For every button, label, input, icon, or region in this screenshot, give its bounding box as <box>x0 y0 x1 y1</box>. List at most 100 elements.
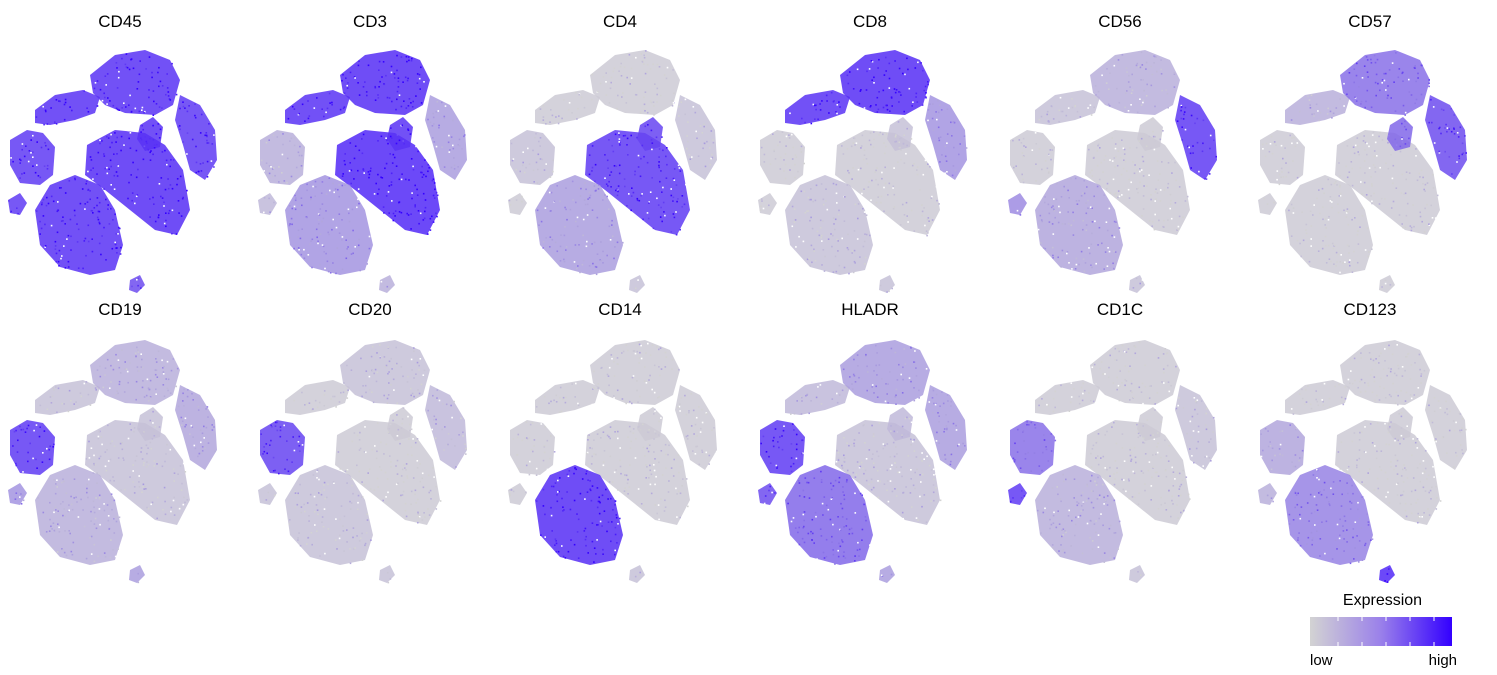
panel-title-cd123: CD123 <box>1343 300 1397 319</box>
cluster-nk-right <box>925 95 968 180</box>
cluster-center-t <box>1335 130 1440 235</box>
cluster-tail <box>879 275 895 293</box>
umap-panel-cd1c <box>1008 340 1217 583</box>
cluster-center-t <box>835 130 940 237</box>
cluster-b-cells <box>1010 420 1057 475</box>
cluster-small-ring <box>387 117 413 151</box>
cluster-center-t <box>85 420 190 525</box>
cluster-top-left-cap <box>1035 90 1100 125</box>
cluster-cd8-island <box>840 50 930 115</box>
cluster-top-left-cap <box>1285 90 1350 125</box>
cluster-cd8-island <box>1090 340 1180 405</box>
cluster-small-ring <box>1387 117 1413 151</box>
panel-title-cd8: CD8 <box>852 12 887 31</box>
panel-title-hladr: HLADR <box>841 300 899 319</box>
cluster-tail <box>629 275 645 293</box>
cluster-b-cells <box>1010 130 1055 185</box>
cluster-lower-left-bits <box>8 193 27 216</box>
cluster-small-ring <box>637 117 663 151</box>
cluster-small-ring <box>1137 407 1163 441</box>
cluster-lower-left-bits <box>508 193 527 215</box>
cluster-lower-left-bits <box>1008 483 1027 505</box>
cluster-center-t <box>335 130 440 235</box>
cluster-lower-left-bits <box>758 483 777 505</box>
cluster-monocytes <box>785 465 873 565</box>
cluster-small-ring <box>1387 407 1413 442</box>
cluster-nk-right <box>925 385 967 470</box>
legend-colorbar <box>1310 617 1452 646</box>
cluster-small-ring <box>1137 117 1164 151</box>
cluster-small-ring <box>887 407 913 441</box>
cluster-top-left-cap <box>285 380 352 415</box>
cluster-center-t <box>85 130 190 235</box>
cluster-center-t <box>835 420 942 525</box>
cluster-nk-right <box>675 385 718 470</box>
cluster-cd8-island <box>1340 340 1430 406</box>
umap-panel-cd45 <box>8 50 217 293</box>
cluster-b-cells <box>260 420 305 475</box>
cluster-b-cells <box>1260 420 1305 475</box>
cluster-b-cells <box>510 130 555 185</box>
cluster-nk-right <box>175 95 217 180</box>
cluster-tail <box>1129 275 1145 293</box>
panel-title-cd4: CD4 <box>602 12 637 31</box>
cluster-center-t <box>1085 130 1190 235</box>
cluster-nk-right <box>425 95 467 180</box>
cluster-top-left-cap <box>1285 380 1350 415</box>
cluster-nk-right <box>1425 95 1467 180</box>
cluster-cd8-island <box>590 50 680 116</box>
cluster-cd8-island <box>90 50 180 116</box>
cluster-top-left-cap <box>785 90 850 125</box>
cluster-cd8-island <box>1340 50 1430 116</box>
cluster-lower-left-bits <box>258 193 277 215</box>
cluster-center-t <box>585 130 690 236</box>
cluster-monocytes <box>285 465 373 565</box>
cluster-tail <box>879 565 895 583</box>
cluster-cd8-island <box>590 340 680 405</box>
cluster-b-cells <box>260 130 305 185</box>
cluster-lower-left-bits <box>758 193 777 215</box>
cluster-top-left-cap <box>785 380 850 415</box>
panel-title-cd3: CD3 <box>352 12 387 31</box>
cluster-b-cells <box>10 130 55 185</box>
panel-title-cd14: CD14 <box>598 300 642 319</box>
legend-title: Expression <box>1342 592 1423 609</box>
cluster-monocytes <box>535 465 623 565</box>
cluster-tail <box>379 565 395 584</box>
cluster-small-ring <box>637 407 663 441</box>
cluster-top-left-cap <box>535 90 600 125</box>
cluster-tail <box>379 275 395 293</box>
umap-panel-cd57 <box>1258 50 1467 293</box>
cluster-center-t <box>1335 420 1442 525</box>
cluster-monocytes <box>1035 465 1123 565</box>
cluster-lower-left-bits <box>258 483 277 505</box>
panel-title-cd45: CD45 <box>98 12 142 31</box>
cluster-small-ring <box>137 407 163 441</box>
cluster-monocytes <box>35 465 123 565</box>
expression-legend: Expression low high <box>1300 590 1465 670</box>
cluster-tail <box>1129 565 1145 583</box>
cluster-lower-left-bits <box>8 483 27 505</box>
cluster-monocytes <box>1285 175 1373 275</box>
cluster-nk-right <box>1175 95 1217 180</box>
cluster-cd8-island <box>90 340 180 405</box>
cluster-cd8-island <box>1090 50 1180 115</box>
cluster-tail <box>129 275 145 293</box>
cluster-cd8-island <box>340 340 432 405</box>
cluster-monocytes <box>785 175 873 275</box>
umap-panel-cd14 <box>508 340 718 583</box>
cluster-lower-left-bits <box>1258 193 1277 215</box>
umap-panel-cd20 <box>258 340 467 584</box>
cluster-center-t <box>335 420 442 525</box>
cluster-nk-right <box>675 95 717 180</box>
umap-panel-hladr <box>758 340 967 583</box>
cluster-top-left-cap <box>285 90 350 125</box>
cluster-top-left-cap <box>535 380 600 415</box>
cluster-lower-left-bits <box>508 483 527 505</box>
cluster-tail <box>129 565 145 584</box>
legend-gradient <box>1310 617 1452 646</box>
cluster-monocytes <box>1035 175 1123 275</box>
cluster-cd8-island <box>840 340 930 405</box>
cluster-b-cells <box>760 420 805 475</box>
